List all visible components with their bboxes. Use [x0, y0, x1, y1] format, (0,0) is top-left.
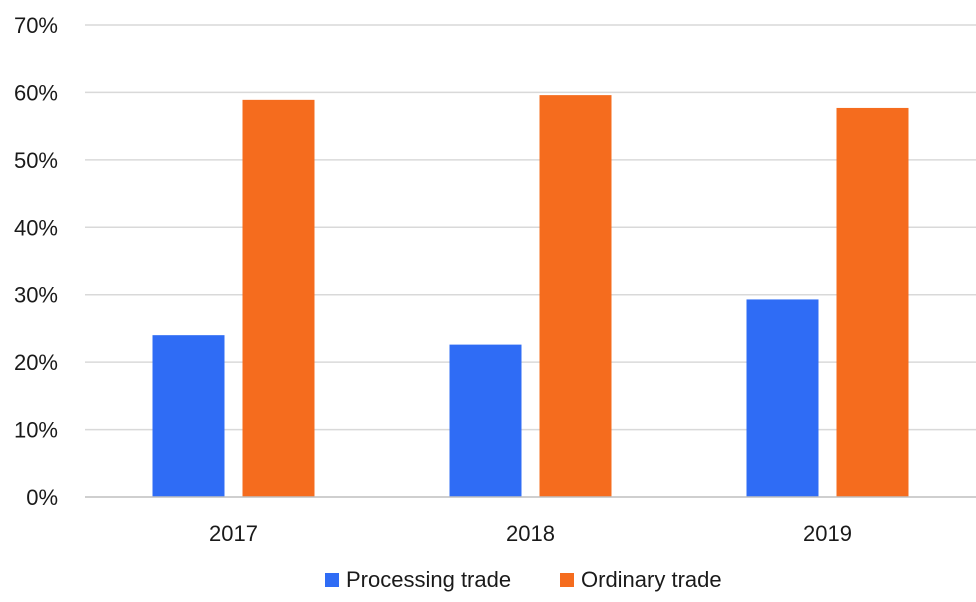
x-tick-label: 2019	[803, 521, 852, 546]
legend-label: Processing trade	[346, 567, 511, 592]
bar-processing-trade-2018	[449, 344, 522, 497]
bars	[152, 95, 909, 498]
x-axis-ticks: 2017 2018 2019	[209, 521, 852, 546]
y-tick-label: 10%	[14, 418, 58, 443]
legend-swatch	[325, 573, 339, 587]
y-tick-label: 60%	[14, 80, 58, 105]
y-tick-label: 30%	[14, 283, 58, 308]
bar-processing-trade-2017	[152, 335, 225, 497]
legend-swatch	[560, 573, 574, 587]
bar-ordinary-trade-2019	[836, 107, 909, 498]
bar-ordinary-trade-2017	[242, 99, 315, 498]
y-tick-label: 20%	[14, 350, 58, 375]
legend: Processing trade Ordinary trade	[325, 567, 722, 592]
bar-processing-trade-2019	[746, 299, 819, 497]
legend-label: Ordinary trade	[581, 567, 722, 592]
y-tick-label: 40%	[14, 215, 58, 240]
y-tick-label: 0%	[26, 485, 58, 510]
y-axis-ticks: 0% 10% 20% 30% 40% 50% 60% 70%	[14, 13, 58, 510]
bar-ordinary-trade-2018	[539, 95, 612, 497]
x-tick-label: 2017	[209, 521, 258, 546]
y-tick-label: 50%	[14, 148, 58, 173]
y-tick-label: 70%	[14, 13, 58, 38]
gridlines	[85, 24, 976, 431]
x-tick-label: 2018	[506, 521, 555, 546]
